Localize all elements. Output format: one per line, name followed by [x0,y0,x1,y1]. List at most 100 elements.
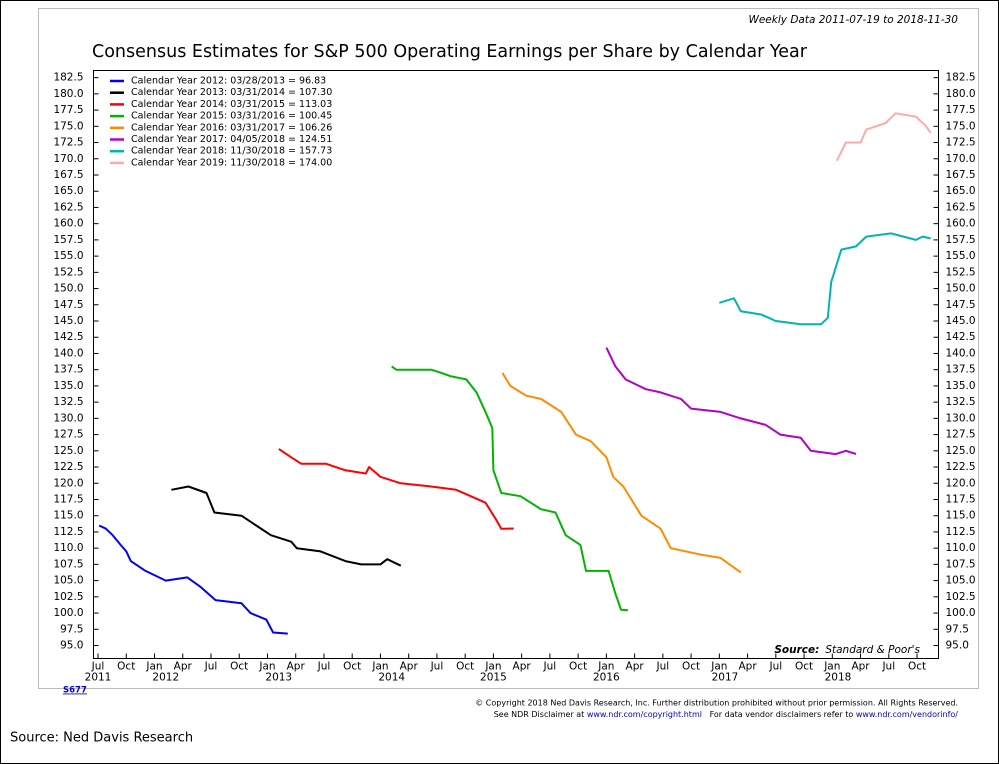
x-tick-label: Oct [569,661,587,673]
copyright-line2: See NDR Disclaimer at www.ndr.com/copyri… [494,710,959,719]
x-tick-label: Jul [768,661,782,673]
y-tick-label: 127.5 [53,429,83,441]
series-line [278,448,514,530]
y2-tick-label: 122.5 [946,461,976,473]
y2-tick-label: 107.5 [946,558,976,570]
y2-tick-label: 170.0 [946,153,976,165]
y2-tick-label: 175.0 [946,120,976,132]
chart-panel [38,8,979,689]
copyright-text: See NDR Disclaimer at [494,710,587,719]
vendor-link[interactable]: www.ndr.com/vendorinfo/ [856,710,958,719]
y2-tick-label: 112.5 [946,526,976,538]
y-tick-label: 180.0 [53,88,83,100]
legend-label: Calendar Year 2018: 11/30/2018 = 157.73 [131,146,332,157]
y2-tick-label: 130.0 [946,412,976,424]
y-tick-label: 130.0 [53,412,83,424]
y-tick-label: 95.0 [60,640,83,652]
y-tick-label: 102.5 [53,591,83,603]
y-tick-label: 167.5 [53,169,83,181]
y-tick-label: 177.5 [53,104,83,116]
y-tick-label: 107.5 [53,558,83,570]
x-tick-label: Jan [597,661,614,673]
y-tick-label: 165.0 [53,185,83,197]
legend-label: Calendar Year 2017: 04/05/2018 = 124.51 [131,134,332,145]
x-year-label: 2012 [152,672,179,684]
legend-label: Calendar Year 2016: 03/31/2017 = 106.26 [131,122,332,133]
y-tick-label: 142.5 [53,331,83,343]
x-tick-label: Jan [145,661,162,673]
x-tick-label: Oct [230,661,248,673]
subtitle: Weekly Data 2011-07-19 to 2018-11-30 [748,14,958,26]
x-tick-label: Jan [710,661,727,673]
y-tick-label: 140.0 [53,347,83,359]
y-tick-label: 117.5 [53,493,83,505]
x-tick-label: Apr [400,661,419,673]
y-tick-label: 160.0 [53,218,83,230]
y-tick-label: 105.0 [53,575,83,587]
footer-source: Source: Ned Davis Research [10,731,193,746]
series-line [391,365,628,612]
y-tick-label: 112.5 [53,526,83,538]
x-tick-label: Jul [317,661,331,673]
y2-tick-label: 125.0 [946,445,976,457]
series-line [501,372,742,574]
x-tick-label: Jan [484,661,501,673]
y2-tick-label: 145.0 [946,315,976,327]
y2-tick-label: 165.0 [946,185,976,197]
x-tick-label: Jan [823,661,840,673]
y-tick-label: 150.0 [53,283,83,295]
y-tick-label: 125.0 [53,445,83,457]
series-line [605,347,857,456]
y2-tick-label: 152.5 [946,266,976,278]
y-tick-label: 132.5 [53,396,83,408]
x-tick-label: Jul [656,661,670,673]
copyright-line1: © Copyright 2018 Ned Davis Research, Inc… [475,699,958,708]
y2-tick-label: 100.0 [946,607,976,619]
y2-tick-label: 95.0 [946,640,969,652]
y2-tick-label: 180.0 [946,88,976,100]
y2-tick-label: 132.5 [946,396,976,408]
y-tick-label: 120.0 [53,477,83,489]
y2-tick-label: 182.5 [946,72,976,84]
chart-id-link[interactable]: S677 [63,686,87,696]
x-tick-label: Jan [371,661,388,673]
y2-tick-label: 160.0 [946,218,976,230]
y2-tick-label: 102.5 [946,591,976,603]
series-line [171,485,402,567]
y-tick-label: 100.0 [53,607,83,619]
y2-tick-label: 117.5 [946,493,976,505]
chart-title: Consensus Estimates for S&P 500 Operatin… [92,42,808,62]
x-tick-label: Jul [543,661,557,673]
x-year-label: 2018 [825,672,852,684]
x-tick-label: Apr [174,661,193,673]
y-tick-label: 155.0 [53,250,83,262]
x-tick-label: Jul [204,661,218,673]
y-tick-label: 115.0 [53,510,83,522]
x-tick-label: Oct [117,661,135,673]
copyright-link[interactable]: www.ndr.com/copyright.html [587,710,702,719]
y-tick-label: 135.0 [53,380,83,392]
y2-tick-label: 177.5 [946,104,976,116]
x-tick-label: Jan [258,661,275,673]
x-year-label: 2011 [85,672,112,684]
y-tick-label: 175.0 [53,120,83,132]
y-tick-label: 145.0 [53,315,83,327]
x-tick-label: Apr [513,661,532,673]
y2-tick-label: 105.0 [946,575,976,587]
y2-tick-label: 162.5 [946,201,976,213]
series-line [719,232,931,326]
y2-tick-label: 97.5 [946,623,969,635]
legend-label: Calendar Year 2015: 03/31/2016 = 100.45 [131,111,332,122]
x-tick-label: Apr [738,661,757,673]
x-tick-label: Apr [287,661,306,673]
y2-tick-label: 120.0 [946,477,976,489]
source-note: Source: Standard & Poor's [774,644,920,656]
y-tick-label: 157.5 [53,234,83,246]
x-tick-label: Oct [795,661,813,673]
copyright-text: For data vendor disclaimers refer to [702,710,856,719]
x-tick-label: Oct [456,661,474,673]
y2-tick-label: 127.5 [946,429,976,441]
y2-tick-label: 137.5 [946,364,976,376]
y2-tick-label: 167.5 [946,169,976,181]
